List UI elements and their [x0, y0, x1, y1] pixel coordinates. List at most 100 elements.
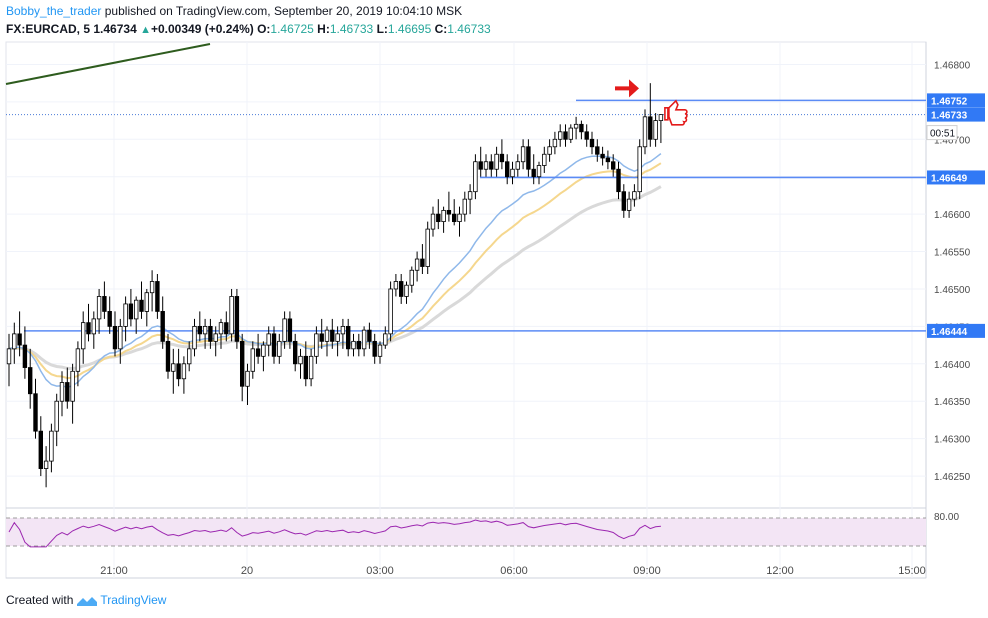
author-link[interactable]: Bobby_the_trader [6, 4, 102, 18]
candle-body [616, 168, 621, 193]
y-tick-label: 1.46550 [934, 248, 971, 259]
high-label: H: [317, 22, 330, 36]
candle-body [149, 281, 155, 294]
y-tick-label: 1.46400 [934, 360, 971, 371]
candle-body [404, 284, 409, 297]
candle-body [542, 153, 547, 166]
candle-body [526, 146, 531, 170]
candle-body [102, 296, 107, 312]
level-tag [927, 93, 985, 108]
candle-body [59, 382, 65, 402]
candle-body [277, 340, 282, 357]
candle-body [483, 161, 489, 170]
publish-header: Bobby_the_trader published on TradingVie… [6, 4, 462, 18]
candle-body [558, 131, 563, 140]
candle-body [658, 114, 664, 121]
candle-body [595, 146, 600, 155]
candle-body [398, 281, 404, 297]
candle-body [504, 161, 510, 178]
price-change: +0.00349 (+0.24%) [150, 22, 254, 36]
candle-body [356, 340, 361, 350]
x-tick-label: 03:00 [366, 565, 394, 577]
candle-body [648, 116, 653, 140]
candle-body [218, 322, 224, 335]
candle-body [467, 191, 473, 200]
ema-line [8, 153, 662, 389]
candle-body [75, 348, 81, 372]
candle-body [33, 393, 38, 432]
y-tick-label: 1.46800 [934, 60, 971, 71]
open-value: 1.46725 [270, 22, 314, 36]
candle-body [27, 367, 33, 395]
countdown-box [926, 125, 958, 141]
candle-body [96, 296, 102, 320]
candle-body [176, 363, 181, 380]
candle-body [54, 400, 59, 432]
candle-body [611, 161, 616, 170]
candle-body [462, 198, 467, 215]
candle-body [128, 303, 134, 320]
candle-body [430, 213, 436, 230]
chart-frame [5, 41, 927, 579]
candle-body [192, 325, 197, 350]
level-tag-label: 1.46752 [931, 96, 968, 107]
publish-info: published on TradingView.com, September … [104, 4, 463, 18]
candle-body [584, 131, 589, 140]
candle-body [340, 325, 346, 335]
candle-body [12, 333, 17, 350]
annotations [615, 79, 688, 126]
candle-body [65, 382, 70, 402]
countdown-label: 00:51 [930, 129, 955, 140]
candle-body [414, 258, 420, 271]
candle-body [133, 299, 139, 320]
candle-body [298, 355, 303, 365]
candle-body [330, 329, 335, 342]
price-axis[interactable]: 1.468001.467501.467001.466501.466001.465… [926, 60, 985, 523]
level-tag-label: 1.46649 [931, 173, 968, 184]
candle-body [478, 161, 483, 170]
horizontal-levels[interactable] [6, 99, 926, 332]
candle-body [510, 168, 515, 178]
candle-body [250, 348, 255, 372]
candle-body [43, 460, 49, 469]
low-label: L: [376, 22, 388, 36]
tradingview-link[interactable]: TradingView [100, 593, 167, 607]
candlesticks [6, 83, 664, 488]
candle-body [653, 120, 658, 140]
candle-body [144, 292, 149, 312]
candle-body [112, 325, 118, 350]
candle-body [621, 191, 626, 211]
candle-body [605, 157, 611, 163]
price-tag-label: 1.46733 [931, 111, 968, 122]
candle-body [446, 209, 452, 215]
candle-body [261, 344, 266, 357]
candle-body [197, 325, 202, 335]
candle-body [38, 430, 43, 469]
candle-body [202, 325, 208, 335]
time-axis[interactable]: 21:00 20 03:00 06:00 09:00 12:00 15:00 [100, 565, 926, 577]
candle-body [160, 311, 165, 342]
candle-body [372, 340, 377, 357]
candle-body [308, 355, 314, 380]
candle-body [303, 355, 308, 380]
close-label: C: [434, 22, 448, 36]
candle-body [17, 333, 22, 346]
red-arrow-icon [615, 79, 639, 98]
candle-body [123, 303, 128, 327]
open-label: O: [257, 22, 271, 36]
candle-body [22, 344, 28, 368]
rsi-pane [6, 517, 926, 548]
x-tick-label: 09:00 [633, 565, 661, 577]
candle-body [632, 191, 637, 200]
candle-body [642, 116, 648, 148]
candle-body [139, 299, 144, 312]
candle-body [6, 348, 12, 365]
y-tick-label: 1.46350 [934, 397, 971, 408]
level-tag [927, 170, 985, 185]
candle-body [494, 153, 499, 170]
candle-body [234, 296, 240, 342]
candle-body [107, 311, 112, 327]
candle-body [292, 340, 298, 365]
candle-body [637, 146, 642, 193]
